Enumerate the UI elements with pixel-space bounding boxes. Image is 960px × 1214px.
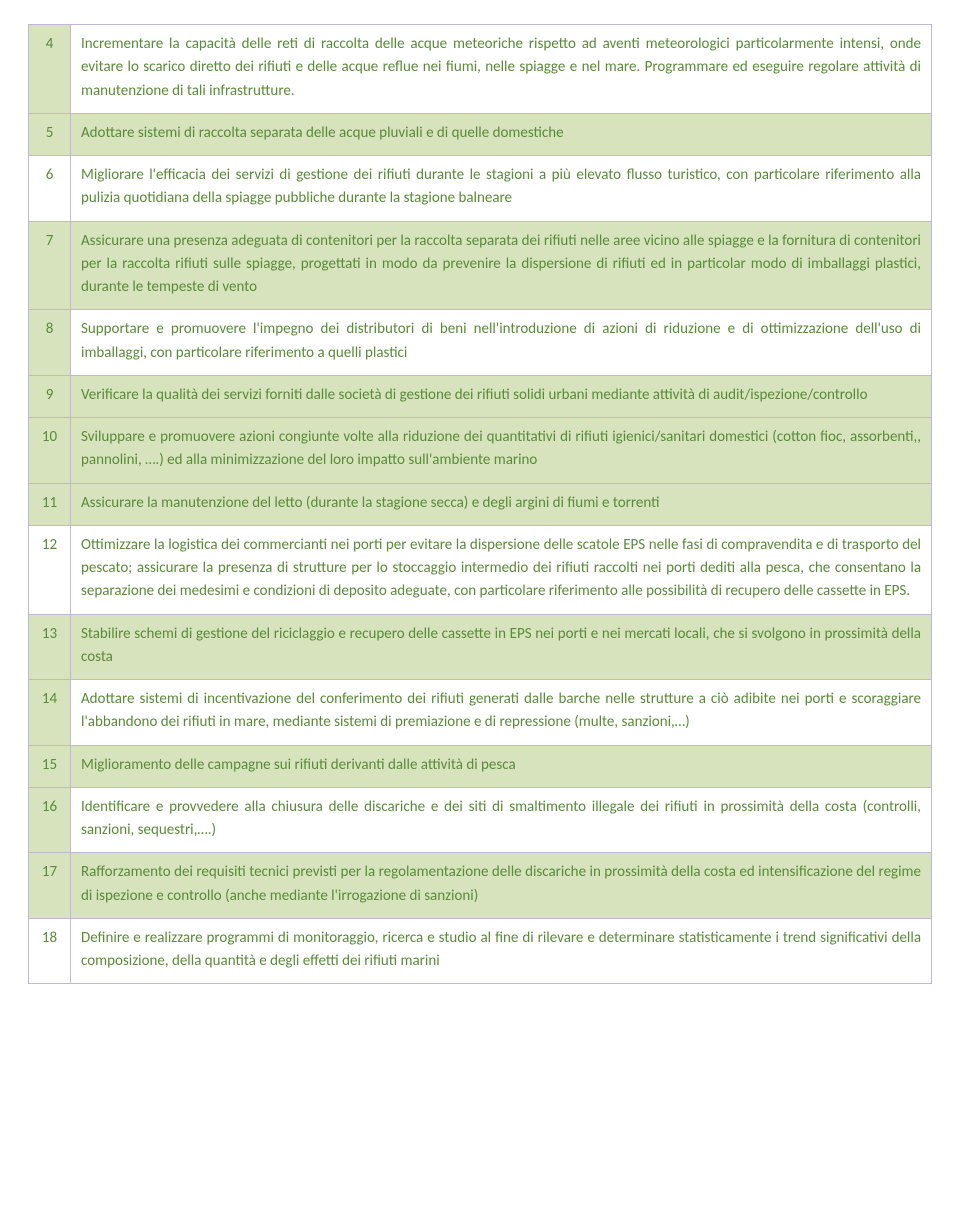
row-number: 8	[29, 310, 71, 376]
table-row: 18Definire e realizzare programmi di mon…	[29, 918, 932, 984]
row-text: Assicurare la manutenzione del letto (du…	[71, 483, 932, 525]
table-row: 16Identificare e provvedere alla chiusur…	[29, 787, 932, 853]
row-text: Definire e realizzare programmi di monit…	[71, 918, 932, 984]
table-row: 4Incrementare la capacità delle reti di …	[29, 25, 932, 114]
row-text: Adottare sistemi di raccolta separata de…	[71, 113, 932, 155]
row-text: Supportare e promuovere l'impegno dei di…	[71, 310, 932, 376]
row-text: Identificare e provvedere alla chiusura …	[71, 787, 932, 853]
table-row: 13Stabilire schemi di gestione del ricic…	[29, 614, 932, 680]
row-number: 16	[29, 787, 71, 853]
row-text: Miglioramento delle campagne sui rifiuti…	[71, 745, 932, 787]
row-number: 11	[29, 483, 71, 525]
table-row: 5Adottare sistemi di raccolta separata d…	[29, 113, 932, 155]
table-row: 10Sviluppare e promuovere azioni congiun…	[29, 418, 932, 484]
row-number: 7	[29, 221, 71, 310]
row-text: Ottimizzare la logistica dei commerciant…	[71, 525, 932, 614]
row-number: 18	[29, 918, 71, 984]
measures-table: 4Incrementare la capacità delle reti di …	[28, 24, 932, 984]
table-row: 14Adottare sistemi di incentivazione del…	[29, 680, 932, 746]
row-text: Sviluppare e promuovere azioni congiunte…	[71, 418, 932, 484]
row-text: Verificare la qualità dei servizi fornit…	[71, 375, 932, 417]
table-row: 9Verificare la qualità dei servizi forni…	[29, 375, 932, 417]
row-text: Stabilire schemi di gestione del ricicla…	[71, 614, 932, 680]
row-text: Rafforzamento dei requisiti tecnici prev…	[71, 853, 932, 919]
row-number: 4	[29, 25, 71, 114]
table-row: 12Ottimizzare la logistica dei commercia…	[29, 525, 932, 614]
table-row: 17Rafforzamento dei requisiti tecnici pr…	[29, 853, 932, 919]
row-text: Adottare sistemi di incentivazione del c…	[71, 680, 932, 746]
row-number: 17	[29, 853, 71, 919]
table-row: 7Assicurare una presenza adeguata di con…	[29, 221, 932, 310]
table-row: 11Assicurare la manutenzione del letto (…	[29, 483, 932, 525]
row-number: 15	[29, 745, 71, 787]
table-row: 6Migliorare l'efficacia dei servizi di g…	[29, 156, 932, 222]
row-text: Assicurare una presenza adeguata di cont…	[71, 221, 932, 310]
table-row: 15Miglioramento delle campagne sui rifiu…	[29, 745, 932, 787]
row-number: 5	[29, 113, 71, 155]
row-number: 9	[29, 375, 71, 417]
row-number: 10	[29, 418, 71, 484]
row-text: Incrementare la capacità delle reti di r…	[71, 25, 932, 114]
row-number: 6	[29, 156, 71, 222]
row-number: 12	[29, 525, 71, 614]
row-number: 14	[29, 680, 71, 746]
row-number: 13	[29, 614, 71, 680]
table-row: 8Supportare e promuovere l'impegno dei d…	[29, 310, 932, 376]
row-text: Migliorare l'efficacia dei servizi di ge…	[71, 156, 932, 222]
